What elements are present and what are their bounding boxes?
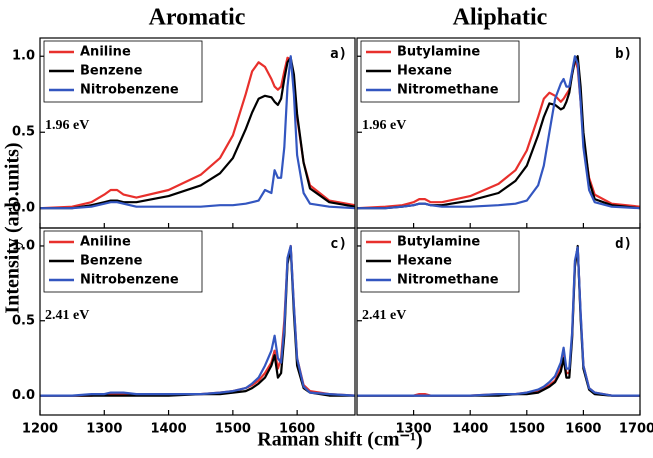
legend-label: Nitrobenzene bbox=[80, 273, 179, 288]
y-tick-label: 0.5 bbox=[12, 125, 35, 140]
column-title: Aliphatic bbox=[453, 5, 548, 31]
series-line bbox=[40, 244, 356, 397]
series-line bbox=[357, 246, 640, 397]
y-tick-label: 0.0 bbox=[12, 388, 35, 403]
y-tick-label: 0.0 bbox=[12, 201, 35, 216]
legend-label: Nitrobenzene bbox=[80, 83, 179, 98]
series-line bbox=[357, 55, 641, 210]
panel-label: d) bbox=[615, 236, 632, 252]
column-title: Aromatic bbox=[149, 5, 246, 31]
legend-label: Benzene bbox=[80, 254, 143, 269]
x-tick-label: 1500 bbox=[215, 422, 251, 437]
legend-label: Aniline bbox=[80, 45, 131, 60]
x-tick-label: 1700 bbox=[619, 422, 653, 437]
x-tick-label: 1500 bbox=[509, 422, 545, 437]
y-axis-label: Intensity (arb.units) bbox=[2, 142, 24, 313]
legend: Aniline Benzene Nitrobenzene bbox=[43, 40, 203, 103]
x-tick-label: 1300 bbox=[396, 422, 432, 437]
panel-label: c) bbox=[330, 236, 347, 252]
legend-label: Butylamine bbox=[397, 235, 480, 250]
excitation-energy: 1.96 eV bbox=[45, 118, 89, 133]
x-tick-label: 1600 bbox=[279, 422, 315, 437]
y-tick-label: 1.0 bbox=[12, 238, 35, 253]
panel-label: a) bbox=[330, 46, 347, 62]
x-tick-label: 1600 bbox=[565, 422, 601, 437]
panel-label: b) bbox=[615, 46, 632, 62]
legend-label: Hexane bbox=[397, 254, 452, 269]
excitation-energy: 2.41 eV bbox=[362, 308, 406, 323]
legend-label: Aniline bbox=[80, 235, 131, 250]
excitation-energy: 2.41 eV bbox=[45, 308, 89, 323]
plot-frame bbox=[39, 227, 356, 416]
legend: Butylamine Hexane Nitromethane bbox=[360, 230, 520, 293]
y-tick-label: 1.0 bbox=[12, 49, 35, 64]
x-tick-label: 1300 bbox=[86, 422, 122, 437]
series-line bbox=[40, 56, 356, 210]
legend: Butylamine Hexane Nitromethane bbox=[360, 40, 520, 103]
series-line bbox=[40, 55, 356, 210]
x-axis-label: Raman shift (cm⁻¹) bbox=[257, 429, 422, 451]
legend-label: Butylamine bbox=[397, 45, 480, 60]
x-tick-label: 1400 bbox=[452, 422, 488, 437]
legend-label: Hexane bbox=[397, 64, 452, 79]
x-tick-label: 1400 bbox=[150, 422, 186, 437]
legend: Aniline Benzene Nitrobenzene bbox=[43, 230, 203, 293]
legend-label: Nitromethane bbox=[397, 273, 499, 288]
excitation-energy: 1.96 eV bbox=[362, 118, 406, 133]
legend-label: Nitromethane bbox=[397, 83, 499, 98]
y-tick-label: 0.5 bbox=[12, 313, 35, 328]
x-tick-label: 1200 bbox=[22, 422, 58, 437]
plot-frame bbox=[356, 227, 641, 416]
legend-label: Benzene bbox=[80, 64, 143, 79]
